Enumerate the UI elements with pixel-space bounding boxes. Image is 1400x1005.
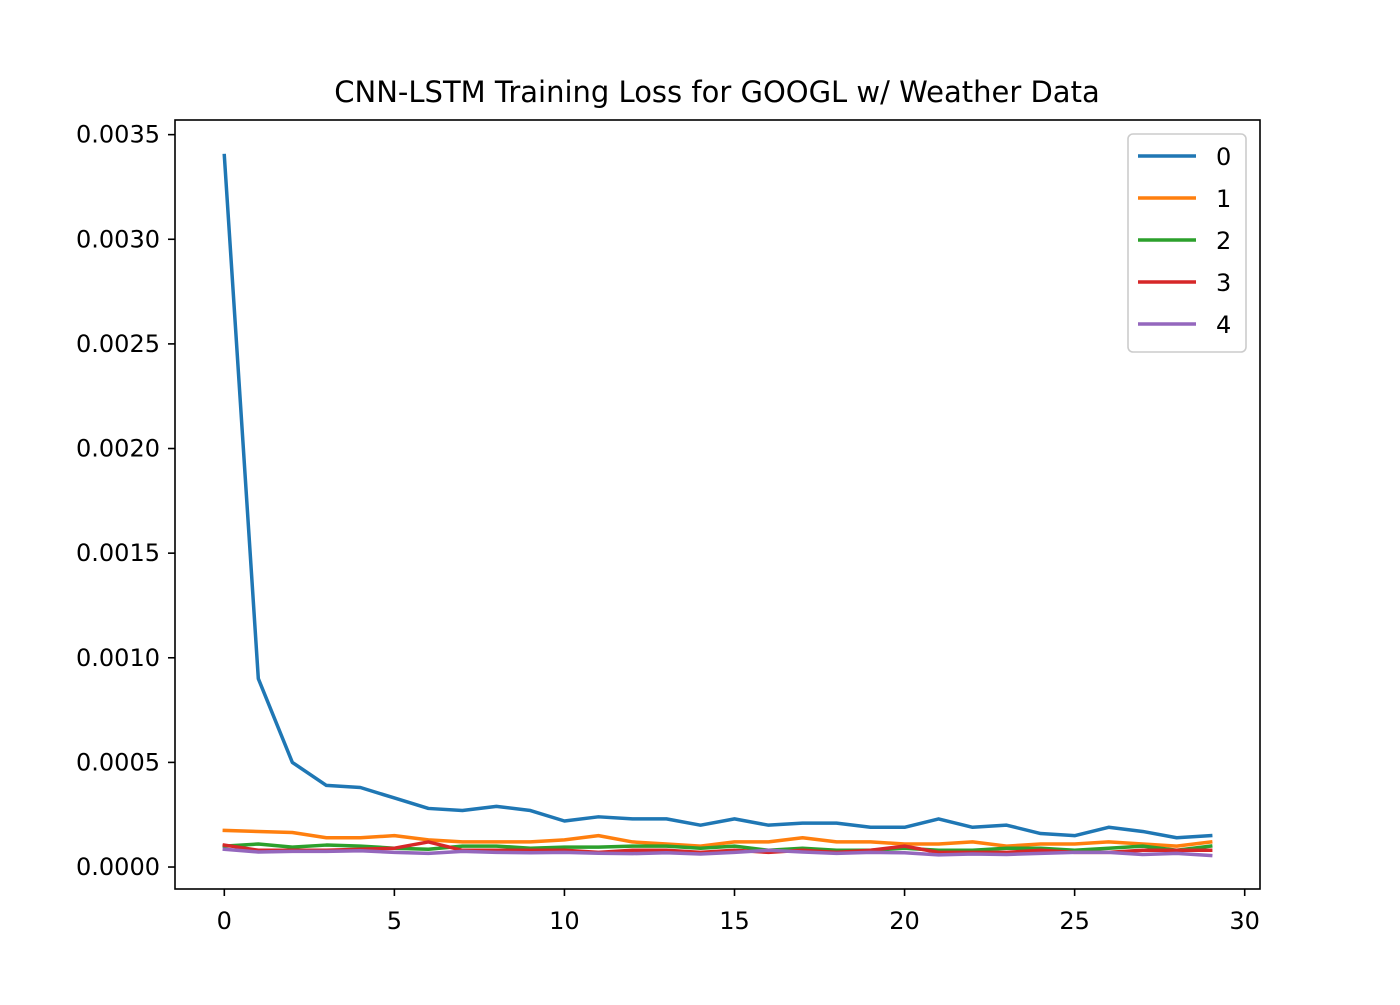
x-tick-label: 5: [387, 907, 402, 935]
y-axis-ticks: 0.0000 0.0005 0.0010 0.0015 0.0020 0.0025 0.00…: [76, 121, 175, 881]
y-tick-label: 0.0020: [76, 435, 160, 463]
series-lines: [222, 153, 1213, 858]
legend-label-1: 1: [1216, 185, 1231, 213]
legend-label-4: 4: [1216, 311, 1231, 339]
legend-items: 0 1 2 3 4: [1138, 143, 1231, 339]
y-tick-label: 0.0000: [76, 853, 160, 881]
series-line-0: [222, 153, 1213, 840]
chart-title: CNN-LSTM Training Loss for GOOGL w/ Weat…: [334, 75, 1099, 109]
legend-box: [1127, 133, 1247, 353]
y-tick-label: 0.0035: [76, 121, 160, 149]
plot-frame: [174, 119, 1261, 890]
legend: 0 1 2 3 4: [1127, 133, 1247, 353]
x-tick-label: 25: [1059, 907, 1090, 935]
x-axis-ticks: 0 5 10 15 20 25 30: [217, 889, 1260, 935]
y-tick-label: 0.0030: [76, 225, 160, 253]
legend-label-0: 0: [1216, 143, 1231, 171]
series-line-4: [222, 847, 1213, 858]
y-tick-label: 0.0025: [76, 330, 160, 358]
series-line-3: [222, 840, 1213, 855]
legend-label-3: 3: [1216, 269, 1231, 297]
legend-label-2: 2: [1216, 227, 1231, 255]
x-tick-label: 0: [217, 907, 232, 935]
series-line-1: [222, 828, 1213, 848]
y-tick-label: 0.0015: [76, 539, 160, 567]
x-tick-label: 15: [719, 907, 750, 935]
x-tick-label: 30: [1229, 907, 1260, 935]
y-tick-label: 0.0005: [76, 748, 160, 776]
x-tick-label: 10: [549, 907, 580, 935]
y-tick-label: 0.0010: [76, 644, 160, 672]
x-tick-label: 20: [889, 907, 920, 935]
